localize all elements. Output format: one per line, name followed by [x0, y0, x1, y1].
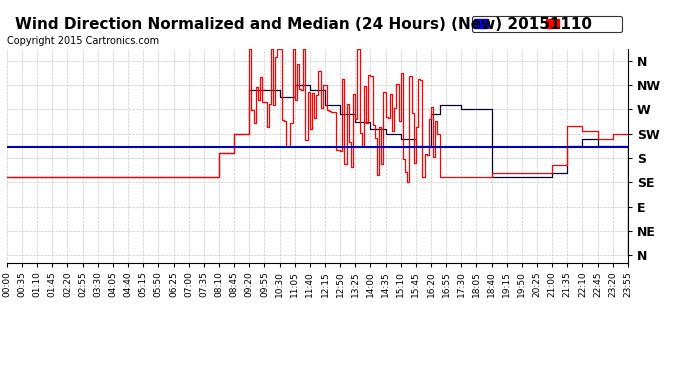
Text: Wind Direction Normalized and Median (24 Hours) (New) 20151110: Wind Direction Normalized and Median (24… — [15, 17, 592, 32]
Text: Copyright 2015 Cartronics.com: Copyright 2015 Cartronics.com — [7, 36, 159, 46]
Legend: Average, Direction: Average, Direction — [472, 16, 622, 32]
